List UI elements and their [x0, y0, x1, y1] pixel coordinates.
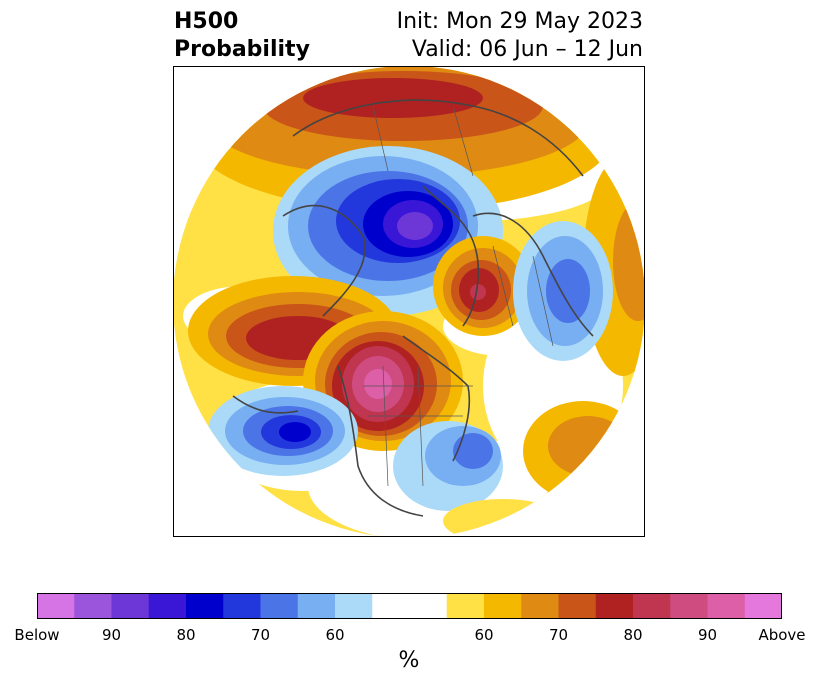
colorbar-swatch	[372, 593, 410, 619]
colorbar-swatch	[148, 593, 187, 619]
colorbar-tick-label: 90	[697, 626, 718, 644]
colorbar-tick-label: 80	[623, 626, 643, 644]
colorbar-tick-label: 70	[548, 626, 569, 644]
colorbar-swatch	[484, 593, 522, 619]
colorbar-swatch	[558, 593, 597, 619]
colorbar-swatch	[260, 593, 299, 619]
colorbar-swatch	[521, 593, 559, 619]
anomaly-below	[279, 422, 311, 442]
probability-map	[173, 66, 645, 537]
colorbar-swatch	[409, 593, 448, 619]
anomaly-above	[548, 416, 628, 476]
colorbar-border	[37, 593, 782, 619]
anomaly-above	[303, 78, 483, 118]
colorbar-swatch	[74, 593, 112, 619]
map-border	[173, 66, 645, 537]
anomaly-above	[613, 201, 645, 321]
valid-dates: Valid: 06 Jun – 12 Jun	[411, 37, 643, 62]
colorbar-swatch	[670, 593, 708, 619]
colorbar-tick-label: 60	[325, 626, 345, 644]
colorbar-tick-label: 90	[101, 626, 122, 644]
probability-field	[173, 66, 645, 537]
borders	[363, 105, 554, 487]
colorbar-swatch	[744, 593, 782, 619]
colorbar-tick-label: 70	[250, 626, 271, 644]
colorbar-swatch	[111, 593, 150, 619]
colorbar-swatch	[186, 593, 224, 619]
anomaly-below	[397, 212, 433, 240]
chart-title: H500 Probability	[174, 8, 310, 64]
init-date: Init: Mon 29 May 2023	[396, 9, 643, 34]
colorbar-tick-label: 80	[176, 626, 196, 644]
anomaly-above	[470, 284, 486, 300]
colorbar-unit-label: %	[398, 648, 420, 673]
title-line-2: Probability	[174, 37, 310, 62]
anomaly-below	[453, 433, 493, 469]
anomaly-above	[364, 369, 392, 399]
colorbar-swatch	[446, 593, 485, 619]
anomaly-below	[546, 259, 590, 323]
colorbar	[37, 593, 782, 619]
colorbar-swatch	[633, 593, 671, 619]
colorbar-swatch	[707, 593, 746, 619]
colorbar-tick-label: 60	[474, 626, 494, 644]
colorbar-swatch	[37, 593, 75, 619]
colorbar-tick-label: Below	[14, 626, 60, 644]
forecast-dates: Init: Mon 29 May 2023 Valid: 06 Jun – 12…	[397, 8, 643, 64]
colorbar-swatch	[595, 593, 634, 619]
colorbar-swatch	[223, 593, 261, 619]
title-line-1: H500	[174, 9, 239, 34]
colorbar-swatch	[297, 593, 336, 619]
colorbar-swatch	[335, 593, 373, 619]
colorbar-tick-label: Above	[758, 626, 806, 644]
